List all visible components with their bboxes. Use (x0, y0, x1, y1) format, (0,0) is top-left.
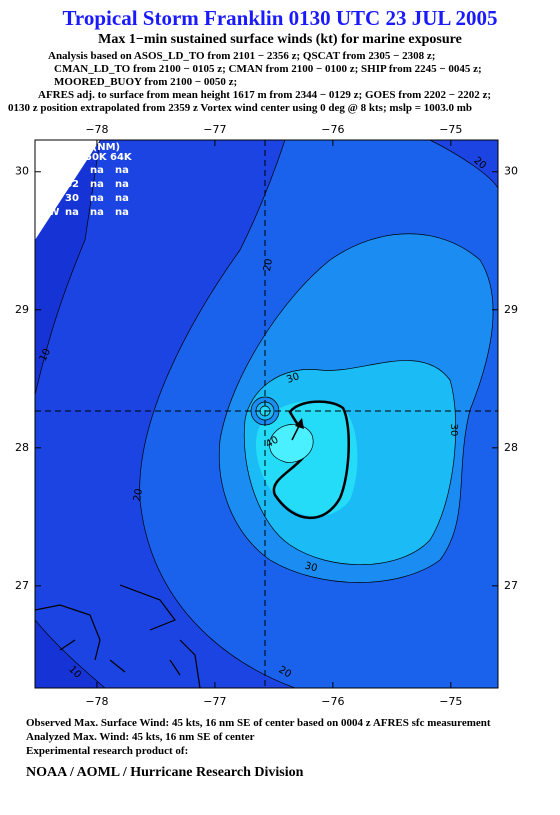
contour (35, 140, 101, 396)
subtitle: Max 1−min sustained surface winds (kt) f… (98, 32, 462, 47)
frame (34, 139, 499, 689)
y-tick-label: 29 (15, 303, 29, 316)
no-data-area (35, 140, 100, 240)
y-tick-label: 28 (504, 441, 518, 454)
table-cell: na (115, 193, 129, 204)
y-tick-label: 30 (504, 165, 518, 178)
footer-line: NOAA / AOML / Hurricane Research Divisio… (26, 765, 304, 780)
note: Analysis based on ASOS_LD_TO from 2101 −… (48, 50, 436, 62)
table-header: 34K (60, 152, 83, 163)
table-cell: 26 (65, 165, 79, 176)
y-tick-label: 29 (504, 303, 518, 316)
table-header: 64K (110, 152, 133, 163)
band-40 (269, 423, 314, 463)
note: MOORED_BUOY from 2100 − 0050 z; (54, 76, 238, 88)
coastline (35, 584, 201, 688)
contour (35, 619, 106, 688)
footer-line: Observed Max. Surface Wind: 45 kts, 16 n… (26, 717, 491, 729)
y-tick-label: 27 (15, 579, 29, 592)
band-lt10 (35, 620, 105, 688)
x-tick-label: −78 (85, 695, 108, 708)
footer-line: Experimental research product of: (26, 745, 189, 757)
title: Tropical Storm Franklin 0130 UTC 23 JUL … (62, 6, 498, 30)
x-tick-label: −76 (321, 695, 344, 708)
contour-label: 30 (285, 371, 301, 386)
contour-label: 30 (303, 561, 318, 575)
y-tick-label: 27 (504, 579, 518, 592)
y-tick-label: 28 (15, 441, 29, 454)
contour-label: 20 (262, 258, 275, 272)
contour-label: 20 (132, 488, 145, 502)
table-cell: SW (40, 193, 58, 204)
x-tick-label: −78 (85, 123, 108, 136)
table-cell: na (90, 179, 104, 190)
table-cell: na (115, 207, 129, 218)
table-cell: na (90, 165, 104, 176)
motion-arrow-head (295, 418, 304, 429)
table-title: RADII (NM) (58, 142, 120, 153)
table-cell: na (65, 207, 79, 218)
x-tick-label: −77 (203, 695, 226, 708)
x-tick-label: −77 (203, 123, 226, 136)
table-cell: NE (40, 165, 55, 176)
note: CMAN_LD_TO from 2100 − 0105 z; CMAN from… (54, 63, 482, 75)
axes: −78 −78 −77 −77 −76 −76 −75 −75 27 27 28 28 29 29 30 30 (15, 123, 518, 708)
x-tick-label: −75 (439, 695, 462, 708)
table-cell: na (90, 207, 104, 218)
x-tick-label: −75 (439, 123, 462, 136)
contour-label: 10 (38, 347, 53, 363)
wind-field (35, 140, 498, 688)
footer-line: Analyzed Max. Wind: 45 kts, 16 nm SE of … (26, 731, 255, 743)
table-cell: na (115, 165, 129, 176)
table-cell: 42 (65, 179, 79, 190)
table-header: 50K (85, 152, 108, 163)
contour-label: 30 (448, 424, 459, 437)
x-tick-label: −76 (321, 123, 344, 136)
note: AFRES adj. to surface from mean height 1… (38, 89, 492, 101)
table-cell: SE (40, 179, 54, 190)
table-cell: 30 (65, 193, 79, 204)
note: 0130 z position extrapolated from 2359 z… (8, 102, 473, 114)
table-cell: NW (40, 207, 59, 218)
y-tick-label: 30 (15, 165, 29, 178)
table-cell: na (115, 179, 129, 190)
table-cell: na (90, 193, 104, 204)
